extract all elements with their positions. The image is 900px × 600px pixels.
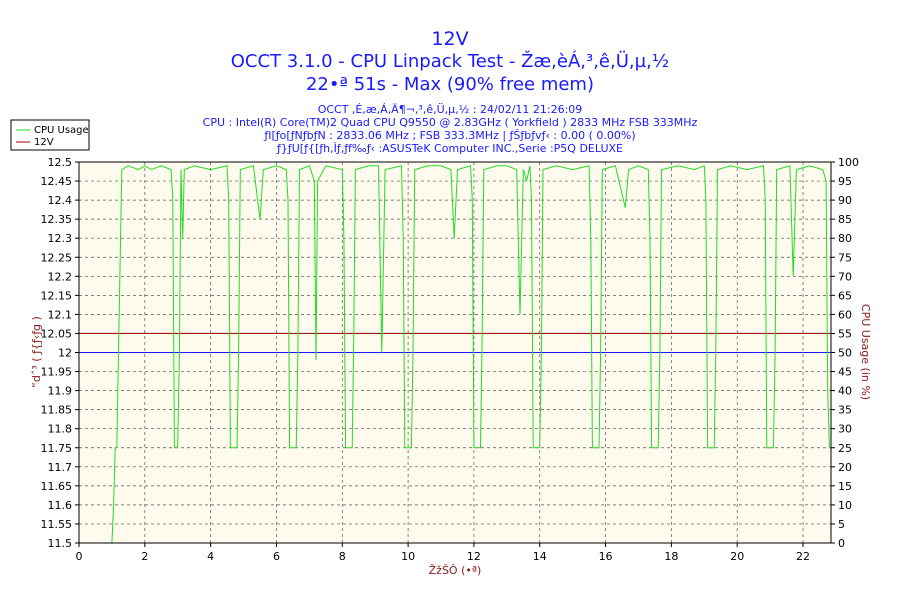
legend: CPU Usage 12V bbox=[10, 119, 90, 151]
y-left-tick-label: 11.5 bbox=[48, 537, 73, 550]
y-left-tick-label: 11.85 bbox=[41, 404, 73, 417]
y-left-tick-label: 11.9 bbox=[48, 385, 73, 398]
y-left-tick-label: 11.55 bbox=[41, 518, 73, 531]
y-left-tick-label: 12.5 bbox=[48, 156, 73, 169]
info-line-overclock: ƒI[ƒo[ƒNƒbƒN : 2833.06 MHz ; FSB 333.3MH… bbox=[263, 129, 635, 142]
x-tick-label: 20 bbox=[730, 550, 744, 563]
x-tick-label: 22 bbox=[796, 550, 810, 563]
x-tick-label: 4 bbox=[207, 550, 214, 563]
y-right-tick-label: 15 bbox=[838, 480, 852, 493]
y-axis-left-label: “dˆ³ ( ƒ{ƒ‹ƒg ) bbox=[30, 316, 43, 388]
chart-subtitle-duration: 22•ª 51s - Max (90% free mem) bbox=[306, 74, 594, 95]
y-right-tick-label: 75 bbox=[838, 251, 852, 264]
x-axis-label: ŽžŠÔ (•ª) bbox=[429, 564, 482, 577]
x-tick-label: 6 bbox=[273, 550, 280, 563]
y-right-tick-label: 50 bbox=[838, 347, 852, 360]
chart-subtitle: OCCT 3.1.0 - CPU Linpack Test - Žæ,èÁ,³,… bbox=[231, 50, 670, 72]
y-left-tick-label: 11.7 bbox=[48, 461, 73, 474]
info-line-motherboard: ƒ}ƒU[ƒ{[ƒh,Ìƒ‚ƒf‰ƒ‹ :ASUSTeK Computer IN… bbox=[276, 142, 623, 155]
y-left-tick-label: 12.3 bbox=[48, 232, 73, 245]
x-tick-label: 10 bbox=[401, 550, 415, 563]
y-right-tick-label: 55 bbox=[838, 327, 852, 340]
x-tick-label: 2 bbox=[141, 550, 148, 563]
legend-label-cpu-usage: CPU Usage bbox=[34, 125, 89, 136]
legend-label-12v: 12V bbox=[34, 137, 54, 148]
y-right-tick-label: 85 bbox=[838, 213, 852, 226]
y-left-tick-label: 12.45 bbox=[41, 175, 73, 188]
x-tick-label: 0 bbox=[76, 550, 83, 563]
info-line-cpu: CPU : Intel(R) Core(TM)2 Quad CPU Q9550 … bbox=[203, 116, 698, 129]
info-line-date: OCCT ,É,æ,Á,Ä¶¬,³,ê,Ü,µ,½ : 24/02/11 21:… bbox=[318, 103, 583, 116]
y-right-tick-label: 25 bbox=[838, 442, 852, 455]
y-right-tick-label: 95 bbox=[838, 175, 852, 188]
y-right-tick-label: 10 bbox=[838, 499, 852, 512]
y-left-tick-label: 11.8 bbox=[48, 423, 73, 436]
chart-title: 12V bbox=[431, 28, 468, 50]
y-left-tick-label: 12.2 bbox=[48, 270, 73, 283]
series-layer bbox=[79, 165, 831, 544]
y-axis-right-label: CPU Usage (in %) bbox=[859, 304, 872, 400]
y-right-tick-label: 20 bbox=[838, 461, 852, 474]
y-left-tick-label: 12.35 bbox=[41, 213, 73, 226]
x-tick-label: 12 bbox=[467, 550, 481, 563]
y-left-tick-label: 11.95 bbox=[41, 366, 73, 379]
y-right-tick-label: 65 bbox=[838, 289, 852, 302]
legend-box bbox=[10, 119, 90, 151]
x-tick-label: 8 bbox=[339, 550, 346, 563]
y-left-tick-label: 12.4 bbox=[48, 194, 73, 207]
y-right-tick-label: 60 bbox=[838, 308, 852, 321]
series-line-cpu-usage bbox=[111, 165, 831, 544]
x-tick-label: 16 bbox=[599, 550, 613, 563]
y-right-tick-label: 45 bbox=[838, 366, 852, 379]
y-right-tick-label: 70 bbox=[838, 270, 852, 283]
y-right-tick-label: 5 bbox=[838, 518, 845, 531]
y-left-tick-label: 12.05 bbox=[41, 327, 73, 340]
x-tick-label: 14 bbox=[533, 550, 547, 563]
x-tick-label: 18 bbox=[664, 550, 678, 563]
y-right-tick-label: 40 bbox=[838, 385, 852, 398]
y-left-tick-label: 11.6 bbox=[48, 499, 73, 512]
y-right-tick-label: 0 bbox=[838, 537, 845, 550]
y-left-tick-label: 12.15 bbox=[41, 289, 73, 302]
y-right-tick-label: 35 bbox=[838, 404, 852, 417]
y-right-tick-label: 80 bbox=[838, 232, 852, 245]
y-left-tick-label: 11.65 bbox=[41, 480, 73, 493]
ticks: 11.5 11.55 11.6 11.65 11.7 11.75 11.8 11.85 11.9… bbox=[41, 156, 860, 563]
y-left-tick-label: 12.1 bbox=[48, 308, 73, 321]
y-left-tick-label: 12.25 bbox=[41, 251, 73, 264]
y-left-tick-label: 12 bbox=[58, 347, 72, 360]
y-right-tick-label: 90 bbox=[838, 194, 852, 207]
y-left-tick-label: 11.75 bbox=[41, 442, 73, 455]
y-right-tick-label: 30 bbox=[838, 423, 852, 436]
y-right-tick-label: 100 bbox=[838, 156, 859, 169]
